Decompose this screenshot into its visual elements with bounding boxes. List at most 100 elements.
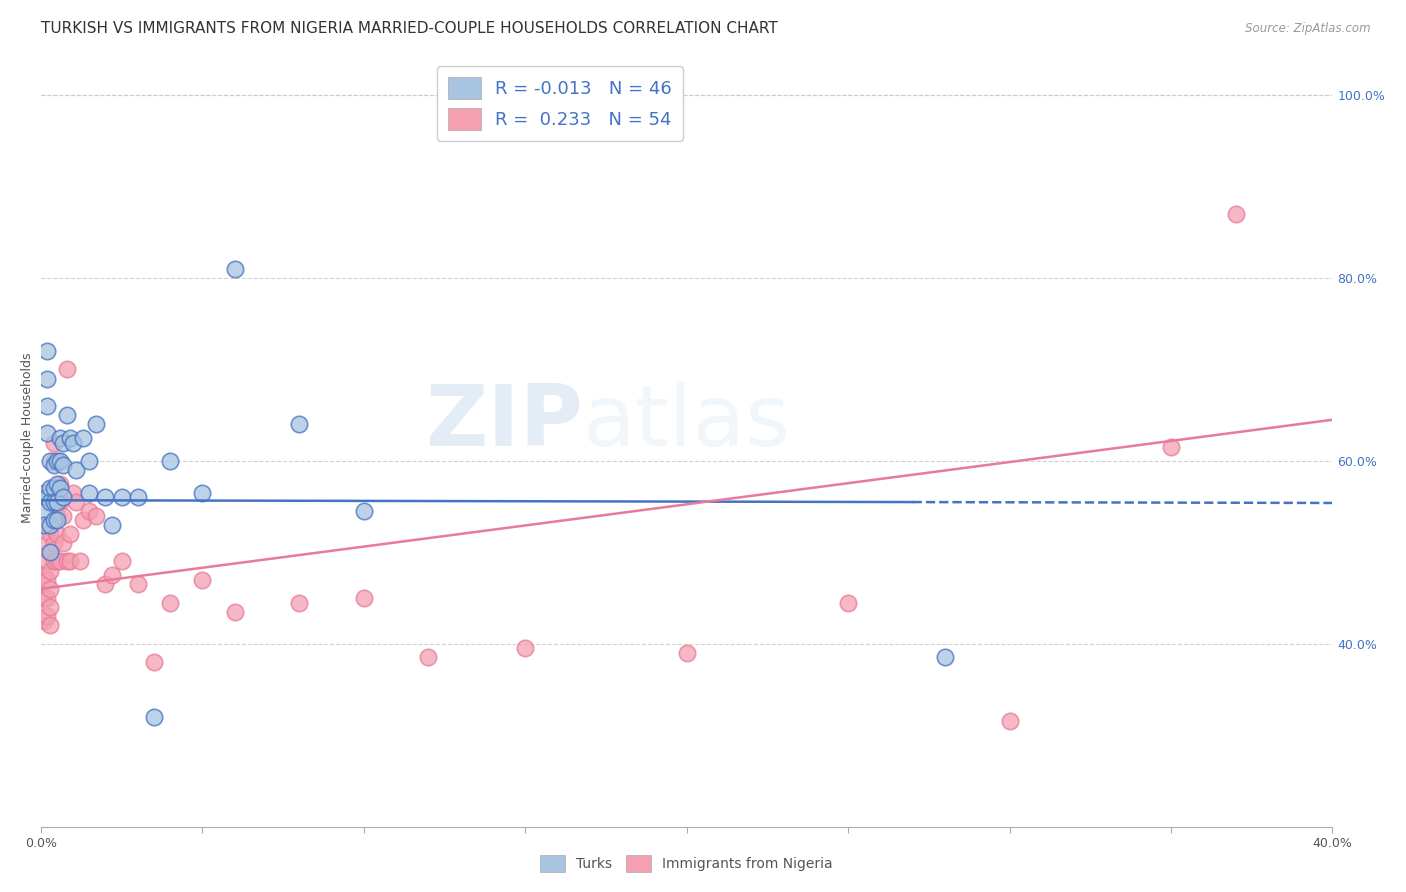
Point [37,426,59,441]
Point [94,491,117,505]
Point [1225,207,1247,221]
Point [52,491,75,505]
Point [675,646,697,660]
Text: ZIP: ZIP [426,381,583,464]
Point [65,495,87,509]
Point [110,554,132,568]
Point [837,596,859,610]
Point [77,504,100,518]
Point [72,513,94,527]
Point [42,435,65,450]
Point [49,495,72,509]
Point [37,554,59,568]
Point [39,600,62,615]
Point [37,399,59,413]
Point [37,371,59,385]
Point [45,554,67,568]
Point [142,710,165,724]
Point [69,554,91,568]
Point [37,609,59,624]
Point [55,554,77,568]
Point [418,650,440,665]
Point [288,596,311,610]
Point [59,431,82,445]
Point [101,517,124,532]
Point [45,513,67,527]
Point [32,614,55,628]
Point [32,504,55,518]
Point [77,454,100,468]
Point [353,504,375,518]
Point [142,655,165,669]
Point [45,527,67,541]
Point [39,495,62,509]
Point [39,527,62,541]
Point [59,554,82,568]
Point [159,596,181,610]
Text: TURKISH VS IMMIGRANTS FROM NIGERIA MARRIED-COUPLE HOUSEHOLDS CORRELATION CHART: TURKISH VS IMMIGRANTS FROM NIGERIA MARRI… [41,21,778,36]
Point [37,591,59,605]
Point [39,618,62,632]
Point [37,536,59,550]
Point [32,486,55,500]
Text: Source: ZipAtlas.com: Source: ZipAtlas.com [1246,22,1371,36]
Point [39,517,62,532]
Point [515,641,537,656]
Point [84,508,107,523]
Point [52,536,75,550]
Point [353,591,375,605]
Point [45,495,67,509]
Point [65,463,87,477]
Text: atlas: atlas [583,381,792,464]
Point [42,513,65,527]
Point [224,261,246,276]
Point [94,577,117,591]
Point [62,486,84,500]
Point [37,517,59,532]
Point [39,545,62,559]
Point [127,577,149,591]
Point [42,536,65,550]
Point [32,568,55,582]
Point [39,481,62,495]
Point [45,476,67,491]
Point [39,564,62,578]
Point [84,417,107,432]
Point [32,517,55,532]
Point [45,454,67,468]
Point [191,573,214,587]
Legend: Turks, Immigrants from Nigeria: Turks, Immigrants from Nigeria [534,850,838,878]
Point [39,545,62,559]
Point [37,344,59,359]
Point [59,527,82,541]
Point [42,454,65,468]
Point [52,458,75,473]
Point [288,417,311,432]
Point [49,481,72,495]
Point [39,454,62,468]
Point [45,508,67,523]
Point [49,431,72,445]
Point [101,568,124,582]
Point [224,605,246,619]
Point [42,495,65,509]
Point [934,650,956,665]
Point [55,362,77,376]
Point [72,431,94,445]
Point [42,554,65,568]
Point [52,435,75,450]
Point [32,591,55,605]
Point [37,491,59,505]
Point [49,454,72,468]
Point [42,481,65,495]
Point [49,476,72,491]
Point [52,508,75,523]
Point [39,582,62,596]
Point [42,458,65,473]
Point [159,454,181,468]
Point [127,491,149,505]
Point [49,554,72,568]
Point [77,486,100,500]
Y-axis label: Married-couple Households: Married-couple Households [21,353,34,524]
Point [1160,440,1182,454]
